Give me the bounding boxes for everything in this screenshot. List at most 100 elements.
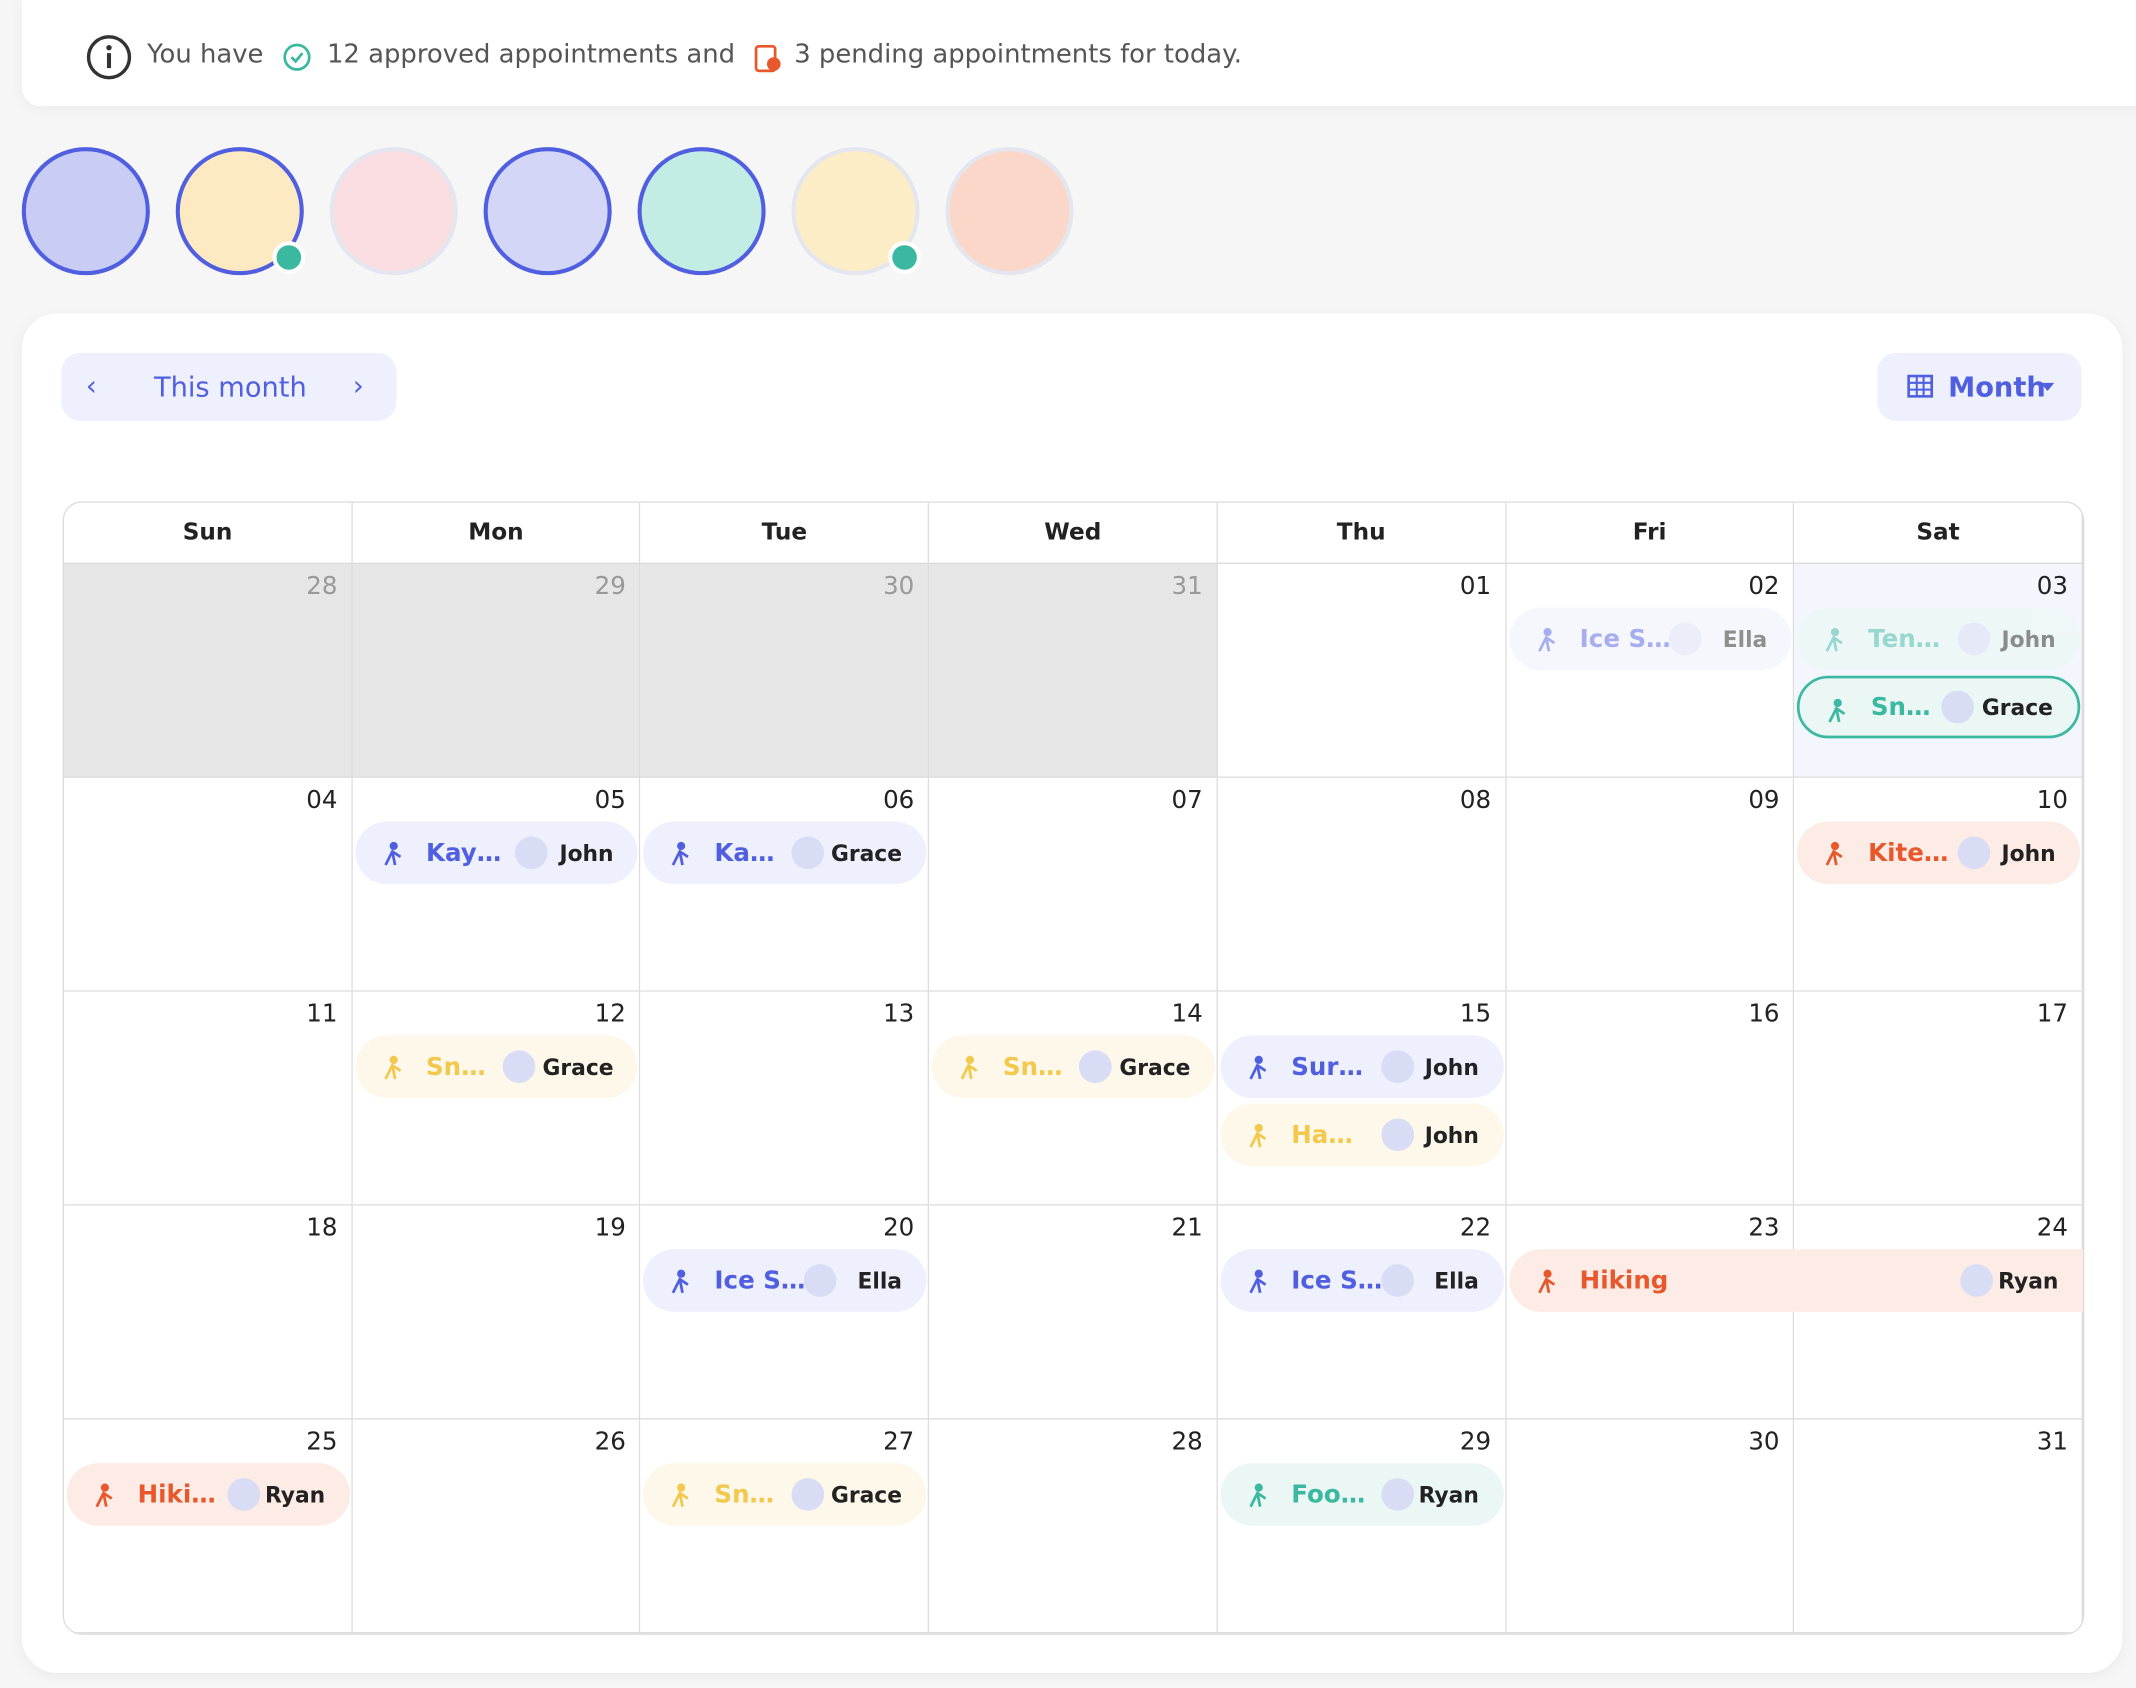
event-title: Sn…	[1870, 692, 1931, 722]
day-cell[interactable]: 22	[1217, 1205, 1507, 1420]
day-number: 21	[1171, 1213, 1203, 1243]
day-cell[interactable]: 26	[352, 1419, 641, 1634]
person-avatar	[1079, 1050, 1113, 1084]
pending-icon	[754, 44, 781, 73]
event[interactable]: Sn… Grace	[1797, 675, 2081, 739]
day-cell[interactable]: 28	[64, 563, 353, 778]
day-cell[interactable]: 12	[352, 991, 641, 1206]
event[interactable]: Ten… John	[1797, 607, 2081, 671]
day-cell[interactable]: 28	[929, 1419, 1218, 1634]
event-icon	[1249, 1269, 1267, 1294]
person-avatar	[1380, 1478, 1414, 1511]
day-cell[interactable]: 06	[640, 777, 930, 992]
event-person: Grace	[830, 839, 903, 866]
event[interactable]: Hiki… Ryan	[66, 1463, 350, 1526]
avatar[interactable]	[21, 147, 150, 276]
event[interactable]: Sur… John	[1220, 1035, 1504, 1099]
day-cell[interactable]: 31	[1794, 1419, 2083, 1634]
person-avatar	[1380, 1050, 1414, 1084]
event[interactable]: Hiking Ryan	[1508, 1249, 2083, 1312]
day-cell[interactable]: 25	[64, 1419, 353, 1634]
event[interactable]: Sn… Grace	[355, 1035, 639, 1099]
event-title: Ice S…	[1579, 624, 1671, 654]
day-cell[interactable]: 08	[1217, 777, 1507, 992]
day-cell[interactable]: 18	[64, 1205, 353, 1420]
period-label[interactable]: This month	[153, 370, 307, 404]
avatar[interactable]	[329, 147, 458, 276]
event[interactable]: Sn… Grace	[643, 1463, 927, 1526]
event[interactable]: Ha… John	[1220, 1103, 1504, 1167]
day-cell[interactable]: 27	[640, 1419, 930, 1634]
day-cell[interactable]: 29	[1217, 1419, 1507, 1634]
day-cell[interactable]: 04	[64, 777, 353, 992]
event-icon	[1828, 698, 1846, 723]
day-number: 31	[1171, 572, 1203, 601]
next-button[interactable]: ›	[352, 369, 364, 402]
event[interactable]: Ice S… Ella	[1220, 1249, 1504, 1312]
event-person: John	[1424, 1121, 1479, 1148]
weekday-header: Sat	[1794, 502, 2083, 564]
day-number: 31	[2036, 1427, 2068, 1457]
day-number: 12	[594, 999, 626, 1029]
day-cell[interactable]: 09	[1506, 777, 1795, 992]
event-person: John	[559, 839, 614, 866]
day-number: 13	[883, 999, 915, 1029]
event-icon	[672, 1269, 690, 1294]
day-cell[interactable]: 20	[640, 1205, 930, 1420]
event-person: Grace	[542, 1053, 614, 1080]
day-cell[interactable]: 19	[352, 1205, 641, 1420]
day-cell[interactable]: 14	[929, 991, 1218, 1206]
day-cell[interactable]: 31	[929, 563, 1218, 778]
event[interactable]: Ice S… Ella	[1508, 607, 1792, 671]
event-title: Sur…	[1291, 1052, 1363, 1081]
event[interactable]: Kite… John	[1797, 821, 2081, 885]
event-person: John	[2001, 625, 2056, 652]
day-number: 07	[1171, 786, 1203, 815]
day-number: 15	[1459, 999, 1492, 1029]
day-cell[interactable]: 23	[1506, 1205, 1795, 1420]
day-cell[interactable]: 17	[1794, 991, 2083, 1206]
day-cell[interactable]: 16	[1506, 991, 1795, 1206]
weekday-label: Thu	[1336, 519, 1386, 547]
event-icon	[1537, 628, 1555, 652]
day-cell[interactable]: 10	[1794, 777, 2083, 992]
avatar[interactable]	[175, 147, 306, 276]
person-avatar	[803, 1264, 837, 1297]
view-dropdown[interactable]: Month	[1877, 352, 2082, 421]
day-cell[interactable]: 01	[1217, 563, 1507, 778]
person-avatar	[515, 836, 549, 870]
banner-pending: 3 pending appointments for today.	[794, 39, 1243, 70]
day-cell[interactable]: 03	[1794, 563, 2083, 778]
event-person: Grace	[830, 1481, 903, 1508]
event[interactable]: Ka… Grace	[643, 821, 927, 885]
caret	[2040, 382, 2055, 391]
day-cell[interactable]: 05	[352, 777, 641, 992]
event-person: Grace	[1981, 694, 2053, 720]
day-cell[interactable]: 30	[1506, 1419, 1795, 1634]
day-cell[interactable]: 30	[640, 563, 930, 778]
day-number: 03	[2036, 572, 2068, 601]
event[interactable]: Foo… Ryan	[1220, 1463, 1504, 1526]
day-cell[interactable]: 11	[64, 991, 353, 1206]
prev-button[interactable]: ‹	[85, 369, 97, 402]
grid-icon	[1907, 374, 1934, 398]
event[interactable]: Sn… Grace	[932, 1035, 1215, 1099]
avatar[interactable]	[637, 147, 766, 276]
day-cell[interactable]: 29	[352, 563, 641, 778]
day-number: 20	[883, 1213, 915, 1243]
event[interactable]: Ice S… Ella	[643, 1249, 927, 1312]
avatar[interactable]	[945, 147, 1074, 276]
day-cell[interactable]: 15	[1217, 991, 1507, 1206]
day-number: 25	[306, 1427, 338, 1457]
day-number: 09	[1748, 786, 1780, 815]
person-avatar	[1669, 622, 1702, 656]
day-cell[interactable]: 13	[640, 991, 930, 1206]
day-cell[interactable]: 21	[929, 1205, 1218, 1420]
day-cell[interactable]: 07	[929, 777, 1218, 992]
day-number: 11	[306, 999, 338, 1029]
day-cell[interactable]: 24	[1794, 1205, 2083, 1420]
avatar[interactable]	[791, 147, 921, 276]
day-cell[interactable]: 02	[1506, 563, 1795, 778]
event[interactable]: Kay… John	[355, 821, 639, 885]
avatar[interactable]	[483, 147, 612, 276]
